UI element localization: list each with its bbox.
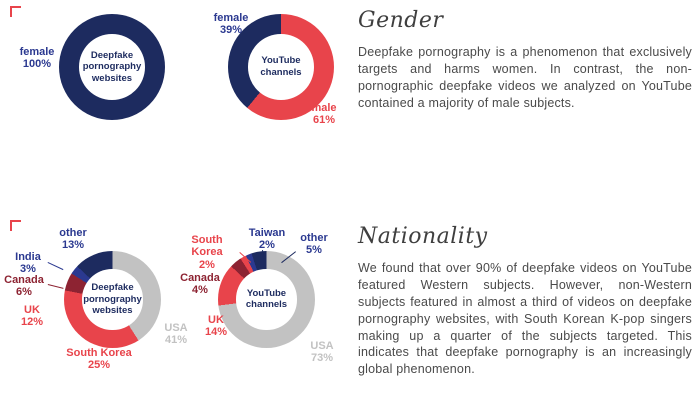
corner-mark	[10, 6, 21, 17]
slice-label-pct: 25%	[87, 359, 111, 372]
slice-label-name: female	[19, 46, 55, 58]
corner-mark	[10, 220, 21, 231]
slice-label-name: South Korea	[66, 347, 132, 359]
slice-label-websites-other: other 13%	[50, 227, 96, 252]
donut-title-text: YouTube channels	[260, 55, 302, 78]
slice-label-websites-usa: USA 41%	[153, 322, 199, 347]
slice-label-websites-south-korea: South Korea 25%	[60, 347, 138, 372]
slice-label-pct: 2%	[199, 258, 215, 271]
slice-label-name: UK	[208, 314, 224, 326]
donut-center-title: Deepfake pornography websites	[79, 34, 145, 100]
slice-label-name: other	[59, 227, 87, 239]
slice-label-name: male	[311, 102, 337, 114]
slice-label-pct: 100%	[22, 58, 52, 71]
slice-label-name: UK	[24, 304, 40, 316]
slice-label-youtube-usa: USA 73%	[300, 340, 344, 365]
donut-title-text: YouTube channels	[245, 287, 288, 311]
slice-label-websites-canada: Canada 6%	[0, 274, 48, 299]
slice-label-pct: 5%	[306, 244, 322, 257]
slice-label-pct: 41%	[164, 334, 188, 347]
slice-label-youtube-female: female 39%	[206, 12, 256, 37]
slice-label-pct: 4%	[192, 284, 208, 297]
slice-label-websites-india: India 3%	[8, 251, 48, 276]
slice-label-name: USA	[164, 322, 188, 334]
slice-label-pct: 2%	[259, 239, 275, 252]
slice-label-pct: 13%	[61, 239, 85, 252]
slice-label-name: USA	[310, 340, 334, 352]
slice-label-name: other	[300, 232, 328, 244]
nationality-body: We found that over 90% of deepfake video…	[358, 261, 692, 377]
slice-label-pct: 73%	[310, 352, 334, 365]
slice-label-name: Canada	[180, 272, 220, 284]
donut-chart-gender-websites: Deepfake pornography websites	[59, 14, 165, 120]
gender-heading: Gender	[358, 8, 444, 33]
donut-chart-gender-youtube: YouTube channels	[228, 14, 334, 120]
slice-label-name: India	[15, 251, 41, 263]
slice-label-pct: 39%	[219, 24, 243, 37]
slice-label-pct: 14%	[204, 326, 228, 339]
slice-label-name: female	[213, 12, 249, 24]
slice-label-name: Taiwan	[248, 227, 286, 239]
slice-label-youtube-uk: UK 14%	[196, 314, 236, 339]
donut-title-text: Deepfake pornography websites	[82, 49, 142, 84]
donut-center-title: Deepfake pornography websites	[82, 269, 143, 330]
nationality-heading: Nationality	[358, 224, 488, 249]
slice-label-pct: 3%	[20, 263, 36, 276]
donut-chart-nationality-websites: Deepfake pornography websites	[64, 251, 161, 348]
donut-center-title: YouTube channels	[236, 269, 297, 330]
slice-label-pct: 6%	[16, 286, 32, 299]
gender-body: Deepfake pornography is a phenomenon tha…	[358, 45, 692, 110]
slice-label-websites-female: female 100%	[14, 46, 60, 71]
slice-label-name: South Korea	[191, 234, 223, 259]
slice-label-name: Canada	[4, 274, 44, 286]
slice-label-youtube-canada: Canada 4%	[176, 272, 224, 297]
donut-center-title: YouTube channels	[248, 34, 314, 100]
slice-label-youtube-south-korea: South Korea 2%	[176, 234, 238, 271]
slice-label-youtube-other: other 5%	[294, 232, 334, 257]
donut-title-text: Deepfake pornography websites	[83, 282, 142, 317]
leader-line	[47, 284, 64, 289]
leader-line	[47, 262, 64, 271]
slice-label-pct: 12%	[20, 316, 44, 329]
slice-label-youtube-taiwan: Taiwan 2%	[244, 227, 290, 252]
slice-label-websites-uk: UK 12%	[12, 304, 52, 329]
slice-label-youtube-male: male 61%	[302, 102, 346, 127]
slice-label-pct: 61%	[312, 114, 336, 127]
donut-chart-nationality-youtube: YouTube channels	[218, 251, 315, 348]
